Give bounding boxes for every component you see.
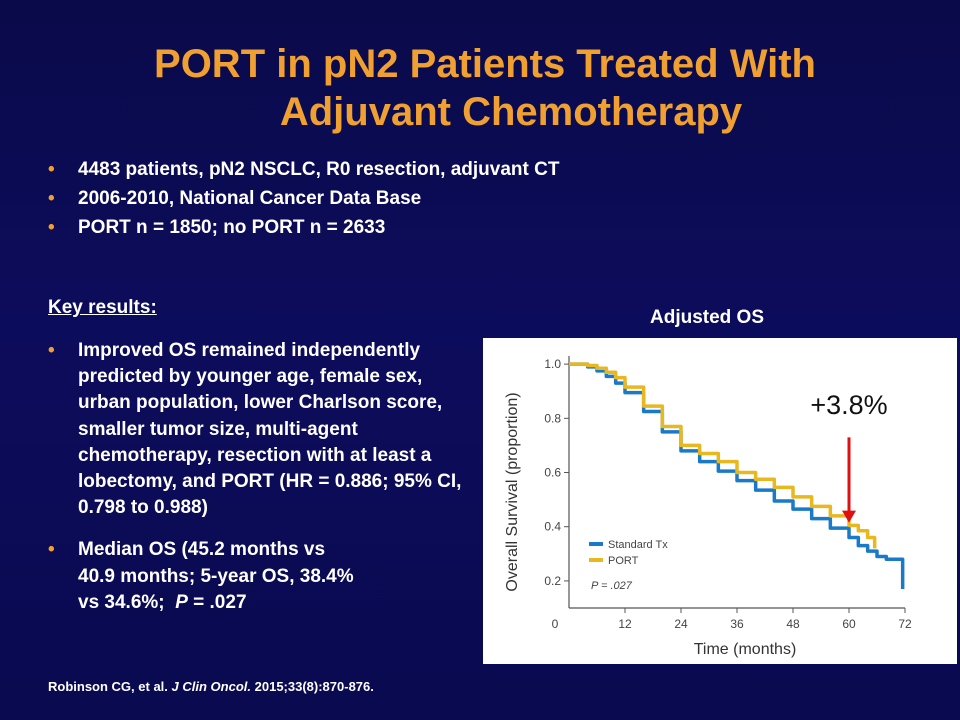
key-results-bullets: • Improved OS remained independently pred… (48, 338, 478, 632)
y-tick-label: 0.8 (544, 411, 561, 425)
key-results-heading: Key results: (48, 297, 157, 318)
summary-bullet-text: 2006-2010, National Cancer Data Base (78, 188, 422, 209)
y-tick-label: 1.0 (544, 357, 561, 371)
citation-authors: Robinson CG, et al. (48, 679, 168, 694)
bullet-icon: • (48, 159, 55, 180)
bullet-icon: • (48, 217, 55, 238)
chart-heading: Adjusted OS (650, 307, 765, 328)
y-tick-label: 0.4 (544, 520, 561, 534)
series-line-standard-tx (569, 362, 905, 590)
km-chart-panel: 0.2 0.4 0.6 0.8 1.0 0 12 24 36 48 60 72 Time (months… (483, 338, 957, 664)
callout-arrow-head (842, 510, 856, 523)
result-line: vs 34.6%; (78, 591, 165, 613)
x-tick-label: 72 (898, 617, 912, 631)
result-bullet-text: Improved OS remained independently predi… (78, 340, 462, 519)
result-line: Median OS (45.2 months vs (78, 539, 326, 561)
result-bullet: • Median OS (45.2 months vs 40.9 months; 5… (48, 537, 478, 616)
title-line-1: PORT in pN2 Patients Treated With (154, 42, 816, 86)
x-axis-label: Time (months) (694, 641, 797, 658)
bullet-icon: • (48, 340, 55, 361)
y-axis-label: Overall Survival (proportion) (504, 392, 521, 591)
summary-bullet: • 4483 patients, pN2 NSCLC, R0 resection,… (48, 155, 559, 184)
callout-label: +3.8% (810, 390, 887, 420)
summary-bullet: • 2006-2010, National Cancer Data Base (48, 184, 559, 213)
x-tick-label: 24 (674, 617, 688, 631)
y-tick-label: 0.2 (544, 574, 561, 588)
title-line-2: Adjuvant Chemotherapy (279, 90, 743, 134)
result-line: = .027 (193, 591, 247, 613)
p-symbol: P (175, 591, 188, 613)
citation-ref: 2015;33(8):870-876. (254, 679, 374, 694)
x-tick-label: 12 (618, 617, 632, 631)
slide-title: PORT in pN2 Patients Treated With Adjuva… (60, 40, 910, 136)
citation: Robinson CG, et al. J Clin Oncol. 2015;3… (48, 679, 374, 694)
legend-label: PORT (608, 555, 639, 567)
citation-journal: J Clin Oncol. (171, 679, 251, 694)
km-chart: 0.2 0.4 0.6 0.8 1.0 0 12 24 36 48 60 72 Time (months… (504, 356, 912, 658)
y-tick-label: 0.6 (544, 466, 561, 480)
result-line: 40.9 months; 5-year OS, 38.4% (78, 565, 354, 587)
x-tick-label: 48 (786, 617, 800, 631)
bullet-icon: • (48, 188, 55, 209)
study-summary-bullets: • 4483 patients, pN2 NSCLC, R0 resection,… (48, 155, 559, 242)
summary-bullet-text: PORT n = 1850; no PORT n = 2633 (78, 217, 386, 238)
x-tick-label: 0 (552, 617, 559, 631)
bullet-icon: • (48, 539, 55, 561)
p-value-annotation: P = .027 (591, 580, 633, 592)
x-tick-label: 36 (730, 617, 744, 631)
result-bullet: • Improved OS remained independently pred… (48, 338, 478, 521)
legend-label: Standard Tx (608, 539, 668, 551)
summary-bullet-text: 4483 patients, pN2 NSCLC, R0 resection, … (78, 159, 560, 180)
x-tick-label: 60 (842, 617, 856, 631)
summary-bullet: • PORT n = 1850; no PORT n = 2633 (48, 213, 559, 242)
